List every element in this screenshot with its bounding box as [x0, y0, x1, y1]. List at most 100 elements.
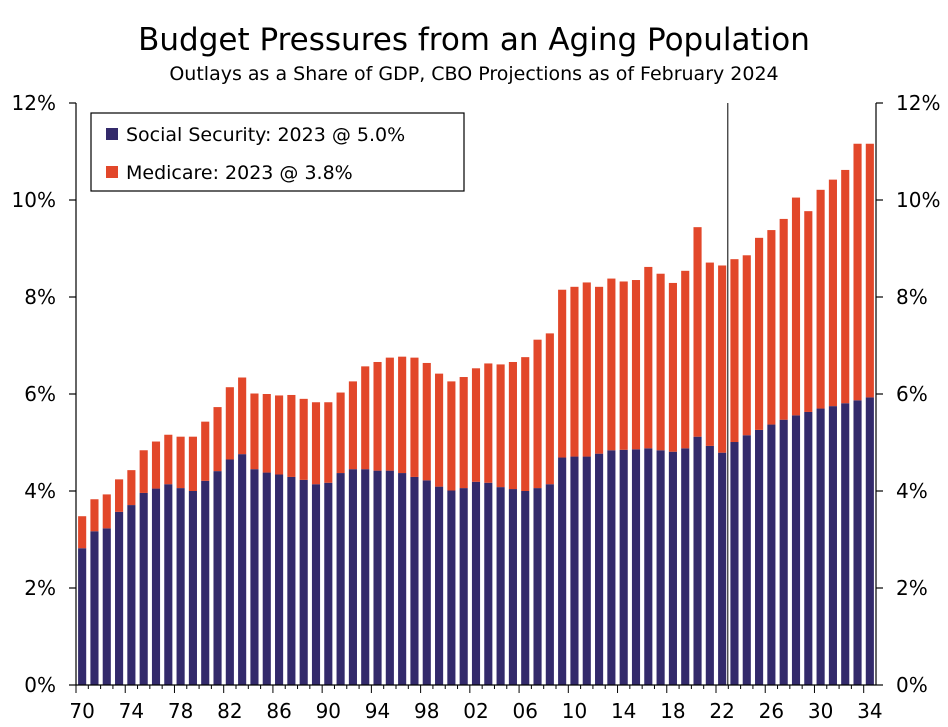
bar-social-security-1992	[348, 469, 357, 685]
x-tick-label: 02	[463, 699, 488, 723]
bar-social-security-1970	[78, 548, 87, 685]
legend-label: Medicare: 2023 @ 3.8%	[126, 162, 353, 184]
bar-medicare-2013	[607, 278, 616, 451]
bar-medicare-2026	[767, 230, 776, 425]
bar-medicare-1975	[139, 450, 148, 493]
bar-social-security-1999	[435, 486, 444, 685]
chart-subtitle: Outlays as a Share of GDP, CBO Projectio…	[169, 63, 779, 85]
bar-medicare-2029	[804, 211, 813, 412]
bar-social-security-2010	[570, 456, 579, 685]
bar-medicare-2021	[705, 262, 714, 446]
bar-social-security-2023	[730, 442, 739, 685]
bar-medicare-1971	[90, 499, 99, 532]
bar-medicare-1970	[78, 516, 87, 549]
y-tick-label-right: 2%	[896, 576, 928, 600]
x-tick-label: 94	[365, 699, 390, 723]
bar-medicare-2006	[521, 357, 530, 491]
bar-medicare-1983	[238, 377, 247, 455]
bar-social-security-1975	[139, 492, 148, 685]
bar-medicare-2034	[865, 143, 874, 398]
bar-medicare-1984	[250, 393, 259, 470]
bar-social-security-1985	[262, 472, 271, 685]
bar-medicare-2012	[595, 286, 604, 454]
bar-social-security-1991	[336, 473, 345, 685]
bar-medicare-2027	[779, 218, 788, 420]
bar-medicare-2008	[545, 333, 554, 485]
bar-medicare-1990	[324, 402, 333, 483]
bar-medicare-2004	[496, 364, 505, 488]
bar-social-security-1974	[127, 505, 136, 685]
x-tick-label: 22	[709, 699, 734, 723]
x-tick-label: 86	[266, 699, 291, 723]
bar-social-security-1976	[151, 488, 161, 685]
bar-social-security-1973	[115, 511, 124, 685]
bar-medicare-1972	[102, 494, 111, 529]
bar-medicare-2022	[718, 265, 727, 453]
bar-social-security-2013	[607, 450, 616, 685]
bar-social-security-1988	[299, 479, 308, 685]
bar-medicare-1987	[287, 394, 296, 477]
bar-social-security-1989	[311, 484, 321, 685]
bar-social-security-2022	[718, 452, 727, 685]
bar-social-security-2025	[755, 429, 764, 685]
bar-medicare-1998	[422, 362, 431, 481]
bar-social-security-2034	[865, 397, 874, 685]
bar-social-security-1980	[201, 480, 210, 685]
y-tick-label-left: 6%	[24, 382, 56, 406]
x-tick-label: 30	[808, 699, 833, 723]
bar-medicare-1978	[176, 436, 185, 489]
bar-social-security-1971	[90, 531, 99, 685]
x-tick-label: 34	[857, 699, 882, 723]
bar-group	[78, 143, 874, 686]
bar-medicare-2007	[533, 339, 542, 489]
bar-medicare-1991	[336, 392, 345, 474]
bar-medicare-2015	[631, 280, 641, 450]
bar-social-security-2024	[742, 435, 751, 685]
bar-medicare-2000	[447, 381, 456, 491]
y-tick-label-left: 2%	[24, 576, 56, 600]
bar-medicare-1999	[435, 373, 444, 487]
legend-box	[90, 112, 465, 192]
bar-social-security-2006	[521, 491, 530, 685]
bar-social-security-1990	[324, 482, 333, 685]
bar-social-security-1978	[176, 488, 185, 685]
y-tick-label-left: 4%	[24, 479, 56, 503]
bar-medicare-2010	[570, 286, 579, 457]
bar-social-security-1977	[164, 484, 173, 685]
bar-social-security-1995	[385, 470, 394, 685]
bar-social-security-2012	[595, 453, 604, 685]
bar-social-security-2027	[779, 419, 788, 685]
bar-medicare-2014	[619, 281, 628, 450]
bar-medicare-2031	[828, 179, 837, 407]
bar-social-security-1984	[250, 469, 259, 685]
bar-social-security-1993	[361, 469, 370, 685]
bar-medicare-2018	[668, 282, 677, 452]
x-tick-label: 14	[611, 699, 636, 723]
x-tick-label: 70	[69, 699, 94, 723]
y-tick-label-left: 10%	[12, 188, 56, 212]
bar-social-security-2001	[459, 488, 468, 685]
bar-social-security-2015	[631, 449, 641, 685]
bar-medicare-1994	[373, 361, 382, 471]
bar-medicare-1995	[385, 357, 394, 471]
y-tick-label-right: 0%	[896, 673, 928, 697]
bar-social-security-1979	[188, 491, 197, 685]
bar-medicare-1976	[151, 441, 161, 489]
bar-social-security-1982	[225, 459, 234, 685]
bar-social-security-2000	[447, 490, 456, 685]
y-tick-label-right: 4%	[896, 479, 928, 503]
y-tick-label-right: 12%	[896, 91, 940, 115]
bar-social-security-1972	[102, 528, 111, 685]
bar-medicare-2033	[853, 143, 862, 401]
bar-medicare-2011	[582, 282, 591, 457]
y-tick-label-left: 8%	[24, 285, 56, 309]
x-tick-label: 26	[759, 699, 784, 723]
legend: Social Security: 2023 @ 5.0% Medicare: 20…	[90, 112, 465, 192]
bar-social-security-1994	[373, 470, 382, 685]
bar-medicare-2016	[644, 266, 653, 449]
bar-medicare-1985	[262, 394, 271, 473]
bar-medicare-1980	[201, 421, 210, 481]
bar-social-security-2029	[804, 411, 813, 685]
bar-medicare-2020	[693, 227, 702, 437]
